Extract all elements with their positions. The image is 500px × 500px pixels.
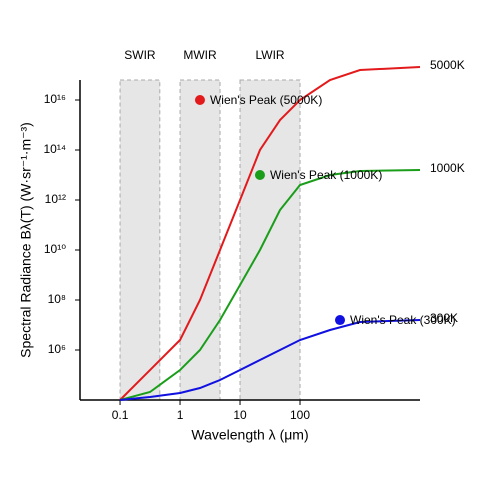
series-label: 1000K bbox=[430, 161, 465, 175]
series-label: 300K bbox=[430, 311, 458, 325]
y-tick-label: 10⁸ bbox=[48, 292, 66, 306]
y-tick-label: 10¹² bbox=[45, 192, 66, 206]
peak-marker bbox=[335, 315, 346, 326]
x-axis-label: Wavelength λ (μm) bbox=[191, 427, 308, 443]
line bbox=[119, 319, 421, 401]
x-tick-label: 100 bbox=[290, 408, 310, 422]
band bbox=[239, 79, 301, 401]
peak-label: Wien's Peak (300K) bbox=[350, 313, 456, 327]
x-tick-label: 1 bbox=[177, 408, 184, 422]
band-label: SWIR bbox=[124, 48, 156, 62]
band-label: MWIR bbox=[183, 48, 217, 62]
x-tick-label: 0.1 bbox=[112, 408, 129, 422]
peak-label: Wien's Peak (5000K) bbox=[210, 93, 322, 107]
peak-label: Wien's Peak (1000K) bbox=[270, 168, 382, 182]
y-tick-label: 10¹⁴ bbox=[44, 142, 67, 156]
y-tick-label: 10¹⁶ bbox=[44, 92, 66, 106]
x-tick-label: 10 bbox=[233, 408, 247, 422]
band bbox=[179, 79, 221, 401]
y-axis-label: Spectral Radiance Bλ(T) (W·sr⁻¹·m⁻³) bbox=[18, 122, 34, 358]
y-tick-label: 10⁶ bbox=[48, 342, 66, 356]
y-tick-label: 10¹⁰ bbox=[44, 242, 66, 256]
peak-marker bbox=[254, 169, 265, 180]
peak-marker bbox=[194, 94, 205, 105]
line bbox=[119, 65, 421, 401]
band-label: LWIR bbox=[255, 48, 284, 62]
series-label: 5000K bbox=[430, 58, 465, 72]
band bbox=[119, 79, 161, 401]
line bbox=[119, 169, 421, 401]
